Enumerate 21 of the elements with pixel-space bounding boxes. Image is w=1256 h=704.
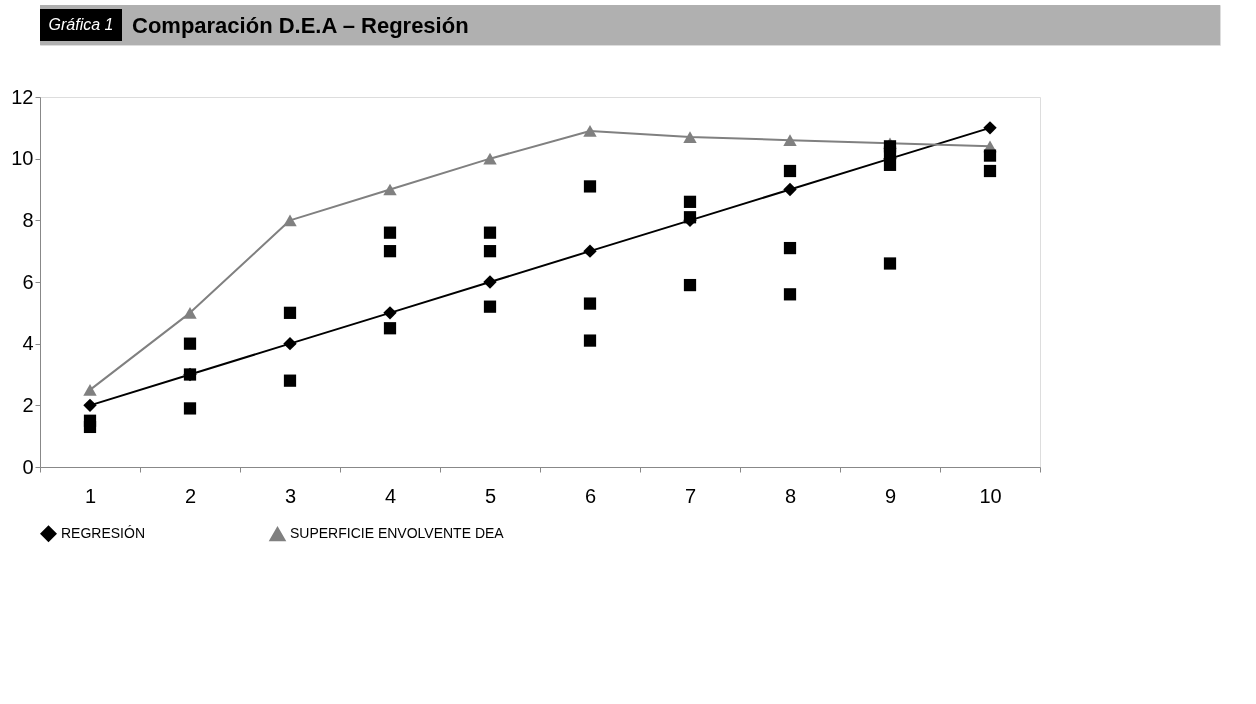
x-tick-label: 3 [284, 484, 297, 507]
y-tick-label: 4 [22, 332, 34, 355]
legend-label: REGRESIÓN [61, 524, 146, 541]
chart-subtitle: Gráfica 1 [48, 16, 114, 33]
y-tick-label: 0 [22, 455, 34, 478]
x-tick-label: 7 [684, 484, 697, 507]
y-tick-label: 10 [11, 147, 34, 170]
legend-label: SUPERFICIE ENVOLVENTE DEA [290, 525, 505, 542]
x-tick-label: 2 [184, 484, 197, 507]
x-tick-label: 9 [884, 484, 897, 507]
x-tick-label: 1 [84, 484, 97, 507]
x-tick-label: 5 [484, 484, 497, 507]
y-tick-label: 8 [22, 208, 34, 231]
x-tick-label: 10 [979, 484, 1002, 507]
y-tick-label: 12 [11, 85, 34, 108]
x-tick-label: 6 [584, 484, 597, 507]
y-tick-label: 6 [22, 270, 34, 293]
y-tick-label: 2 [22, 393, 34, 416]
x-tick-label: 8 [784, 484, 797, 507]
chart-title: Comparación D.E.A – Regresión [132, 13, 469, 38]
x-tick-label: 4 [384, 484, 397, 507]
